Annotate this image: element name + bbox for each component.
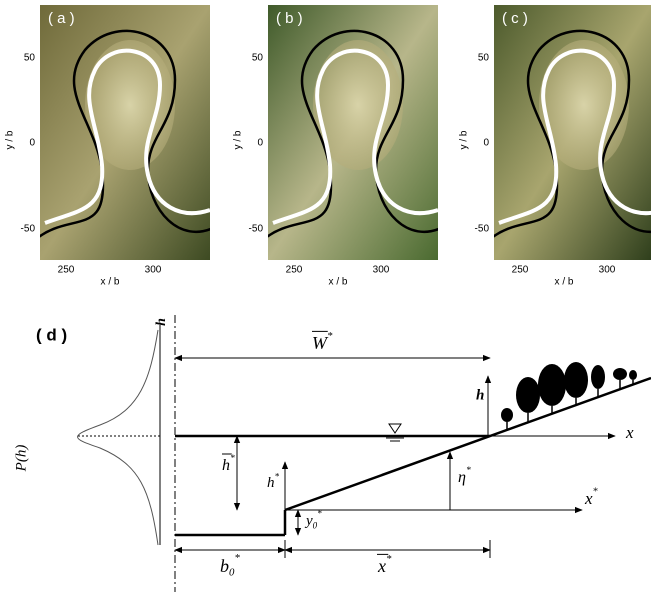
x-bar-label: x* — [377, 553, 392, 576]
x-axis-label: x / b — [555, 277, 574, 288]
y-tick-label: 50 — [24, 53, 36, 64]
map-lobe — [539, 40, 629, 170]
x-tick-label: 300 — [599, 265, 616, 276]
b0-label: b0 * — [220, 552, 240, 578]
density-axis-label: h — [154, 318, 169, 326]
density-curve — [77, 329, 159, 546]
y-tick-label: 0 — [29, 138, 35, 149]
step-height-label: h* — [267, 471, 280, 491]
y0-label-base: y — [304, 513, 313, 529]
width-label: W* — [312, 330, 333, 353]
tree-crown — [538, 364, 566, 406]
width-label-sup: * — [327, 330, 333, 342]
y-tick-label: 50 — [478, 53, 490, 64]
density-label: P(h) — [13, 445, 29, 473]
panel-label: ( b ) — [276, 10, 303, 27]
y-axis-label: y / b — [5, 130, 16, 149]
width-label-base: W — [312, 333, 329, 353]
x-axis-label: x / b — [329, 277, 348, 288]
x-star-label-base: x — [584, 489, 593, 508]
y-axis-label: y / b — [233, 130, 244, 149]
x-star-label-sup: * — [593, 487, 599, 498]
x-tick-label: 250 — [512, 265, 529, 276]
x-axis-label: x — [625, 423, 634, 442]
tree-crown — [629, 370, 637, 380]
step-height-label-base: h — [267, 475, 275, 491]
tree-height-label: h — [476, 387, 484, 403]
x-tick-label: 250 — [58, 265, 75, 276]
map-lobe — [313, 40, 403, 170]
x-bar-label-base: x — [377, 556, 386, 576]
b0-label-sup: * — [234, 552, 240, 564]
b0-label-base: b — [220, 556, 229, 576]
x-tick-label: 300 — [145, 265, 162, 276]
tree-crown — [613, 368, 627, 380]
y-tick-label: 0 — [483, 138, 489, 149]
x-tick-label: 250 — [286, 265, 303, 276]
channel-line — [272, 48, 438, 225]
x-axis-label: x / b — [101, 277, 120, 288]
step-height-label-sup: * — [275, 471, 280, 481]
y0-label-sup: * — [317, 509, 322, 519]
depth-label-sup: * — [230, 453, 235, 464]
tree-crown — [516, 377, 540, 413]
map-panel — [40, 5, 210, 260]
channel-line — [498, 48, 651, 225]
y-tick-label: 50 — [252, 53, 264, 64]
y-tick-label: -50 — [475, 224, 490, 235]
x-bar-label-sup: * — [386, 553, 392, 565]
map-panel — [268, 5, 438, 260]
tree-crown — [564, 362, 588, 398]
channel-line — [44, 48, 210, 225]
tree-crown — [591, 365, 605, 389]
tree-crown — [501, 408, 513, 422]
x-star-label: x* — [584, 487, 599, 508]
elevation-label-base: η — [458, 469, 466, 486]
map-lobe — [85, 40, 175, 170]
bed-slope — [284, 376, 651, 512]
y-tick-label: 0 — [257, 138, 263, 149]
x-tick-label: 300 — [373, 265, 390, 276]
map-panel — [494, 5, 651, 260]
panel-label: ( d ) — [36, 325, 67, 344]
panel-label: ( c ) — [502, 10, 528, 27]
elevation-label-sup: * — [466, 465, 471, 476]
b0-label-sub: 0 — [229, 567, 235, 579]
y-axis-label: y / b — [459, 130, 470, 149]
water-symbol — [388, 423, 402, 434]
y-tick-label: -50 — [249, 224, 264, 235]
elevation-label: η* — [458, 465, 471, 486]
panel-label: ( a ) — [48, 10, 75, 27]
y-tick-label: -50 — [21, 224, 36, 235]
depth-label: h* — [222, 453, 235, 474]
depth-label-base: h — [222, 457, 230, 474]
y0-label-sub: 0 — [313, 521, 318, 531]
y0-label: y0 * — [304, 509, 322, 531]
